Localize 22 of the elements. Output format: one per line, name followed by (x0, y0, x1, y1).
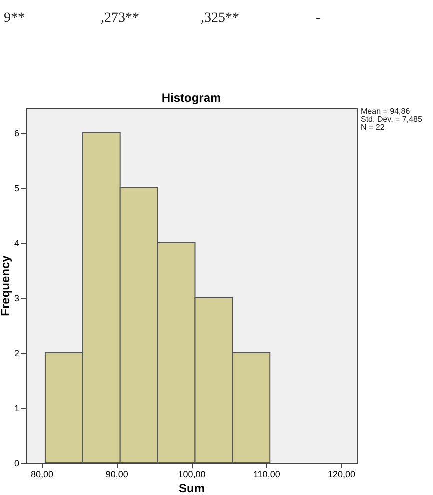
y-tick-label: 1 (14, 403, 20, 414)
text: 9** (4, 11, 25, 26)
x-tick-label: 110,00 (253, 470, 280, 480)
x-tick-label: 90,00 (106, 470, 128, 480)
y-tick-label: 5 (14, 183, 20, 194)
y-tick-label: 6 (14, 128, 20, 138)
y-tick-label: 0 (14, 458, 20, 468)
text: ,325** (201, 11, 240, 26)
x-tick-label: 100,00 (178, 470, 206, 480)
x-tick-label: 80,00 (30, 470, 54, 480)
x-axis-title: Sum (178, 482, 206, 495)
x-tick-label: 120,00 (328, 470, 356, 480)
y-tick-label: 3 (14, 293, 20, 304)
text: - (316, 11, 321, 26)
text: N = 22 (361, 123, 386, 132)
y-tick-label: 2 (14, 348, 20, 358)
y-tick-label: 4 (14, 238, 20, 248)
text: ,273** (101, 11, 140, 26)
chart-title: Histogram (162, 91, 222, 105)
text: Mean = 94,86 (361, 107, 411, 116)
y-axis-title: Frequency (0, 255, 12, 316)
text: Std. Dev. = 7,485 (361, 115, 423, 124)
